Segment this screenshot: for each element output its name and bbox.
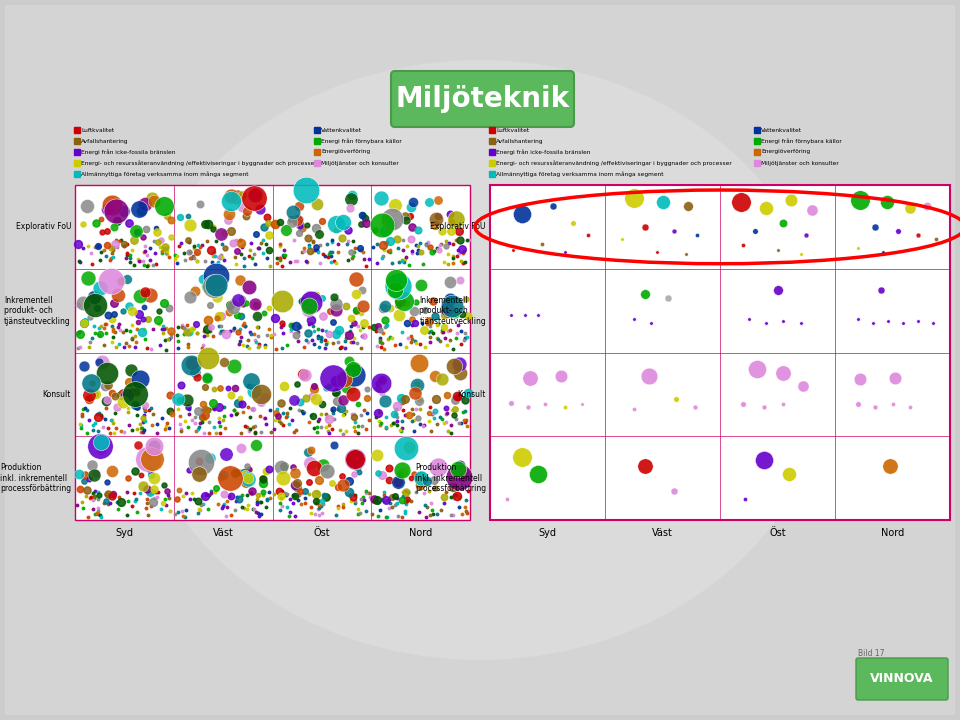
Text: Konsult: Konsult [458, 390, 486, 399]
Text: Inkrementell
produkt- och
tjänsteutveckling: Inkrementell produkt- och tjänsteutveckl… [4, 296, 71, 325]
Text: Luftkvalitet: Luftkvalitet [496, 127, 529, 132]
Text: Energi- och resurssåteranvändning /effektiviseringar i byggnader och processer: Energi- och resurssåteranvändning /effek… [496, 160, 732, 166]
Text: Vattenkvalitet: Vattenkvalitet [321, 127, 362, 132]
Text: Energiöverföring: Energiöverföring [321, 150, 371, 155]
Text: Öst: Öst [769, 528, 786, 538]
Text: Energi från förnybara källor: Energi från förnybara källor [761, 138, 842, 144]
Text: Syd: Syd [115, 528, 133, 538]
Text: Allmännyttiga företag verksamma inom många segment: Allmännyttiga företag verksamma inom mån… [81, 171, 249, 177]
Text: Miljöteknik: Miljöteknik [396, 85, 569, 113]
Bar [75, 185, 470, 520]
Text: VINNOVA: VINNOVA [871, 672, 934, 685]
Text: Produktion
inkl. inkrementell
processförbättring: Produktion inkl. inkrementell processför… [0, 463, 71, 493]
Text: Väst: Väst [652, 528, 673, 538]
Ellipse shape [130, 60, 830, 660]
FancyBboxPatch shape [391, 71, 574, 127]
Bar [490, 185, 950, 520]
Text: Energiöverföring: Energiöverföring [761, 150, 810, 155]
Text: Explorativ FoU: Explorativ FoU [15, 222, 71, 231]
Text: Produktion
inkl. inkrementell
processförbättring: Produktion inkl. inkrementell processför… [415, 463, 486, 493]
Text: Explorativ FoU: Explorativ FoU [430, 222, 486, 231]
Text: Öst: Öst [314, 528, 330, 538]
Text: Konsult: Konsult [42, 390, 71, 399]
Text: Allmännyttiga företag verksamma inom många segment: Allmännyttiga företag verksamma inom mån… [496, 171, 663, 177]
Text: Vattenkvalitet: Vattenkvalitet [761, 127, 802, 132]
Text: Energi- och resurssåteranvändning /effektiviseringar i byggnader och processer: Energi- och resurssåteranvändning /effek… [81, 160, 317, 166]
Text: Energi från icke-fossila bränslen: Energi från icke-fossila bränslen [81, 149, 176, 155]
Text: Väst: Väst [213, 528, 233, 538]
FancyBboxPatch shape [856, 658, 948, 700]
Text: Luftkvalitet: Luftkvalitet [81, 127, 114, 132]
Text: Energi från förnybara källor: Energi från förnybara källor [321, 138, 401, 144]
Text: Nord: Nord [409, 528, 432, 538]
Text: Syd: Syd [539, 528, 557, 538]
Text: Avfallshantering: Avfallshantering [496, 138, 543, 143]
Text: Inkrementell
produkt- och
tjänsteutveckling: Inkrementell produkt- och tjänsteutveckl… [420, 296, 486, 325]
Text: Avfallshantering: Avfallshantering [81, 138, 129, 143]
Text: Energi från icke-fossila bränslen: Energi från icke-fossila bränslen [496, 149, 590, 155]
Text: Nord: Nord [881, 528, 904, 538]
Text: Miljötjänster och konsulter: Miljötjänster och konsulter [321, 161, 398, 166]
Text: Bild 17: Bild 17 [858, 649, 884, 658]
Text: Miljötjänster och konsulter: Miljötjänster och konsulter [761, 161, 839, 166]
